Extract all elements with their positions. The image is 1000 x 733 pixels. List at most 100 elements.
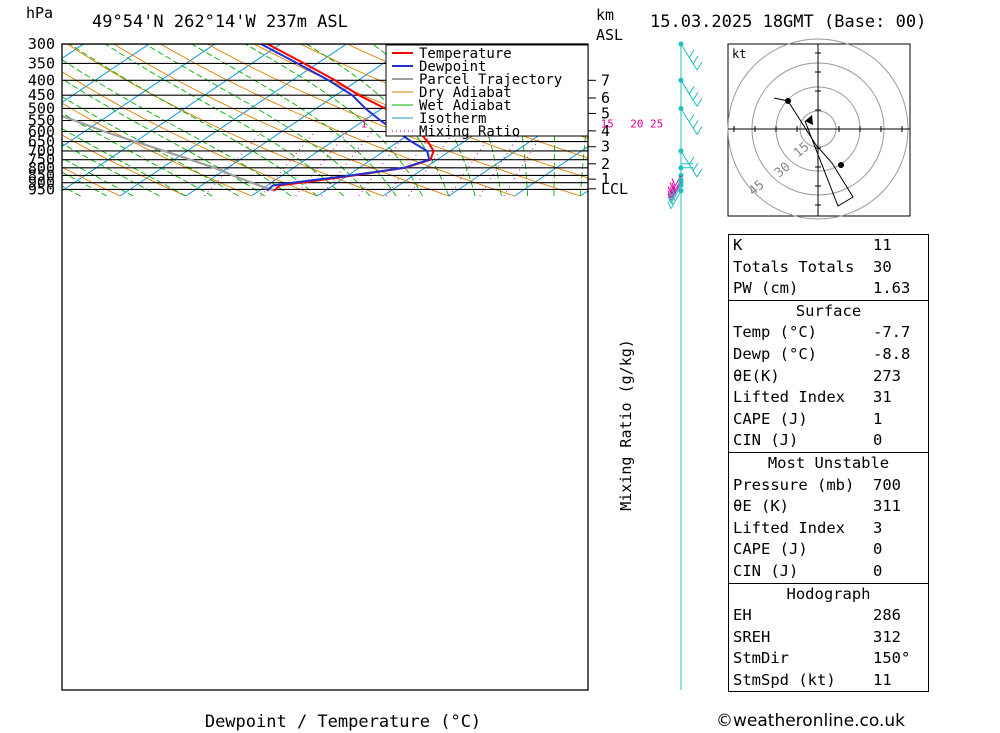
dry-adiabat-line (253, 44, 588, 179)
surface-row: θE(K) 273 (729, 366, 928, 388)
wind-barb (678, 105, 703, 135)
most-unstable-row: Lifted Index 3 (729, 518, 928, 540)
mixing-ratio-line (407, 131, 455, 197)
most-unstable-label: CAPE (J) (733, 540, 808, 559)
x-axis-label: Dewpoint / Temperature (°C) (205, 712, 481, 732)
pressure-tick-label: 650 (28, 133, 55, 151)
hodograph-stat-row: SREH 312 (729, 627, 928, 649)
surface-row: CIN (J) 0 (729, 430, 928, 452)
mixing-ratio-label: 1 (361, 117, 368, 130)
mixing-ratio-line (295, 131, 349, 197)
surface-value: 1 (873, 409, 883, 428)
indices-table: K 11 Totals Totals 30 PW (cm) 1.63 Surface Te… (728, 234, 929, 693)
mixing-ratio-line (385, 131, 434, 197)
surface-row: Dewp (°C) -8.8 (729, 344, 928, 366)
legend-label-dewpoint: Dewpoint (419, 59, 486, 75)
surface-label: CAPE (J) (733, 409, 808, 428)
km-unit-label: km (596, 6, 615, 24)
location-title: 49°54'N 262°14'W 237m ASL (92, 12, 348, 32)
legend-label-dry-adiabat: Dry Adiabat (419, 85, 512, 101)
plot-frame (61, 43, 589, 691)
pressure-tick-label: 700 (28, 142, 55, 160)
mixing-ratio-line (479, 131, 522, 197)
most-unstable-row: Pressure (mb) 700 (729, 475, 928, 497)
wet-adiabat-line (579, 102, 588, 196)
pressure-tick-label: 850 (28, 166, 55, 184)
mixing-ratio-label: 25 (650, 117, 663, 130)
most-unstable-label: Lifted Index (733, 518, 845, 537)
wet-adiabat-line (69, 44, 318, 197)
km-tick-label: 4 (601, 122, 610, 140)
wet-adiabat-line (190, 44, 397, 197)
surface-label: Dewp (°C) (733, 344, 817, 363)
hodograph-stat-row: EH 286 (729, 605, 928, 627)
most-unstable-row: θE (K) 311 (729, 496, 928, 518)
wet-adiabat-line (62, 78, 265, 197)
hodograph-stat-label: SREH (733, 627, 771, 646)
pressure-tick-label: 400 (28, 71, 55, 89)
dewpoint-line (260, 44, 431, 192)
index-value: 30 (873, 257, 892, 276)
dry-adiabat-line (964, 21, 1000, 196)
hodograph-stat-value: 150° (873, 649, 911, 668)
most-unstable-value: 0 (873, 561, 883, 580)
surface-title: Surface (729, 299, 928, 323)
km-tick-label: 5 (601, 104, 610, 122)
dry-adiabat-line (113, 44, 449, 197)
wind-barb (667, 182, 684, 204)
wet-adiabat-line (104, 44, 344, 197)
wind-barb (678, 77, 703, 107)
hodograph-stat-label: EH (733, 606, 752, 625)
datetime-title: 15.03.2025 18GMT (Base: 00) (650, 12, 927, 32)
asl-unit-label: ASL (596, 26, 624, 44)
most-unstable-label: CIN (J) (733, 561, 799, 580)
wet-adiabat-line (62, 59, 292, 197)
wind-barb (678, 148, 703, 178)
wet-adiabat-line (244, 44, 423, 197)
index-value: 11 (873, 236, 892, 254)
wet-adiabat-line (496, 44, 529, 197)
wind-barb (678, 163, 693, 171)
surface-label: Temp (°C) (733, 323, 817, 342)
index-row: Totals Totals 30 (729, 257, 928, 279)
surface-value: -7.7 (873, 323, 911, 342)
pressure-tick-label: 550 (28, 112, 55, 130)
hodograph-stat-label: StmSpd (kt) (733, 670, 836, 689)
most-unstable-value: 700 (873, 475, 901, 494)
hodograph-point-top (785, 98, 791, 104)
pressure-tick-label: 300 (28, 35, 55, 53)
km-tick-label: LCL (601, 180, 628, 198)
dry-adiabat-line (206, 44, 581, 197)
hodograph-arrowhead (805, 115, 813, 125)
dry-adiabat-line (299, 44, 588, 159)
km-tick-label: 6 (601, 89, 610, 107)
dry-adiabat-line (62, 71, 318, 197)
hodograph-stat-row: StmSpd (kt) 11 (729, 670, 928, 692)
index-value: 1.63 (873, 279, 911, 298)
most-unstable-title: Most Unstable (729, 451, 928, 475)
pressure-tick-label: 900 (28, 174, 55, 192)
most-unstable-label: Pressure (mb) (733, 475, 855, 494)
surface-value: -8.8 (873, 344, 911, 363)
dry-adiabat-line (62, 166, 121, 197)
surface-row: Lifted Index 31 (729, 387, 928, 409)
wind-barb (667, 188, 684, 210)
dry-adiabat-line (920, 21, 1000, 196)
index-label: Totals Totals (733, 257, 855, 276)
mixing-ratio-label: 20 (630, 117, 643, 130)
wet-adiabat-line (305, 44, 450, 197)
km-tick-label: 1 (601, 170, 610, 188)
mixing-ratio-label: 15 (601, 117, 614, 130)
pressure-tick-label: 800 (28, 159, 55, 177)
surface-label: θE(K) (733, 366, 780, 385)
surface-value: 31 (873, 388, 892, 407)
pressure-tick-label: 950 (28, 180, 55, 198)
legend-label-parcel: Parcel Trajectory (419, 72, 562, 88)
legend: Temperature Dewpoint Parcel Trajectory D… (385, 44, 589, 140)
hodograph-stat-row: StmDir 150° (729, 648, 928, 670)
pressure-tick-label: 350 (28, 54, 55, 72)
hodograph-stat-value: 286 (873, 606, 901, 625)
hodograph-unit: kt (732, 47, 746, 61)
isotherm-line (514, 146, 588, 197)
